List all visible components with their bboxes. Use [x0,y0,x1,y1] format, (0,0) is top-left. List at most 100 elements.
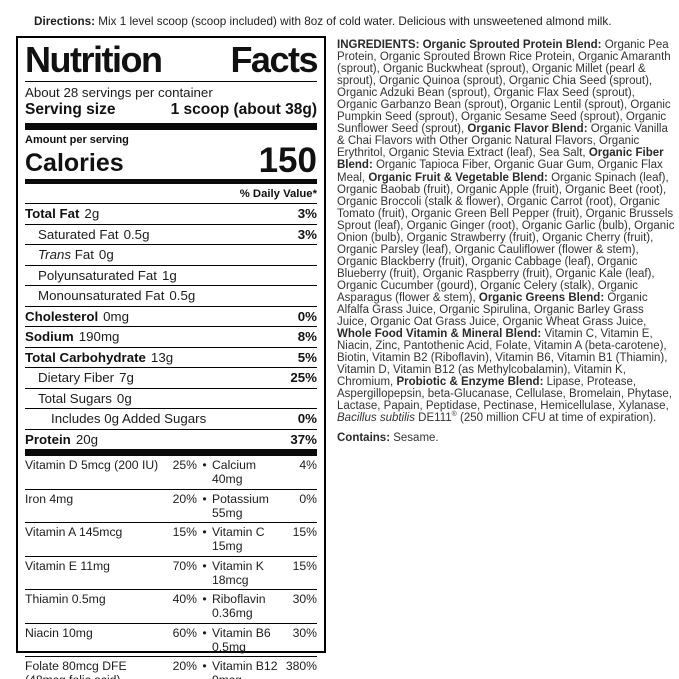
micronutrient-right-dv: 30% [292,625,317,640]
nutrient-rows-section: Total Fat 2g 3% Saturated Fat 0.5g 3% Trans Fa… [25,204,317,449]
ingredient-blend-label: Probiotic & Enzyme Blend: [396,376,547,389]
nutrient-row: Dietary Fiber 7g 25% [25,368,317,389]
micronutrient-left: Niacin 10mg [25,625,93,640]
micronutrient-right: Potassium 55mg [212,491,269,520]
bullet-separator: • [202,659,207,674]
nutrient-amount: 2g [84,206,100,222]
micronutrient-row: Vitamin D 5mcg (200 IU) 25% • Calcium 40mg 4… [25,456,317,490]
nutrient-name: Includes 0g Added Sugars [51,411,207,427]
ingredient-blend-label: Organic Flavor Blend: [467,123,591,136]
thick-divider-bar [25,449,317,457]
nutrient-row: Cholesterol 0mg 0% [25,307,317,328]
nutrient-name: Total Fat [25,206,80,222]
micronutrient-right: Vitamin C 15mg [212,525,265,554]
nutrient-row: Monounsaturated Fat 0.5g [25,286,317,307]
nutrient-name: Cholesterol [25,308,99,324]
ingredient-list-text: Organic Alfalfa Grass Juice, Organic Spi… [337,291,648,329]
contains-text: Sesame. [390,431,439,444]
micronutrient-right: Vitamin B12 9mcg [212,659,278,679]
nutrition-facts-panel: Nutrition Facts About 28 servings per co… [16,36,326,679]
micronutrient-right: Calcium 40mg [212,458,257,487]
bullet-separator: • [202,525,207,540]
contains-label: Contains: [337,431,391,444]
nutrient-amount: 0g [116,390,132,406]
micronutrient-table: Vitamin D 5mcg (200 IU) 25% • Calcium 40mg 4… [25,456,317,679]
ingredients-column: INGREDIENTS: Organic Sprouted Protein Bl… [337,39,675,444]
micronutrient-right-dv: 15% [292,558,317,573]
nutrient-amount: 0mg [103,308,130,324]
micronutrient-left-dv: 60% [172,625,197,640]
ingredient-list-text: Organic Spinach (leaf), Organic Baobab (… [337,171,675,304]
ingredient-list-text: Lipase, Protease, Aspergillopepsin, beta… [337,376,672,413]
nutrient-row: Total Fat 2g 3% [25,204,317,225]
bullet-separator: • [202,625,207,640]
ingredient-species-name: Bacillus subtilis [337,412,415,425]
bullet-separator: • [202,491,207,506]
micronutrient-right: Riboflavin 0.36mg [212,592,266,621]
micronutrient-row: Niacin 10mg 60% • Vitamin B6 0.5mg 30% [25,624,317,658]
directions-label: Directions: [34,15,96,28]
micronutrient-row: Vitamin E 11mg 70% • Vitamin K 18mcg 15% [25,557,317,591]
micronutrient-row: Thiamin 0.5mg 40% • Riboflavin 0.36mg 30% [25,590,317,624]
contains-statement: Contains: Sesame. [337,432,675,444]
micronutrient-left-dv: 70% [172,558,197,573]
bullet-separator: • [202,458,207,473]
servings-per-container: About 28 servings per container [25,85,213,101]
micronutrient-left: Vitamin E 11mg [25,558,110,573]
serving-size-row: Serving size 1 scoop (about 38g) [25,100,317,123]
bullet-separator: • [202,592,207,607]
thick-divider-bar [25,123,317,131]
nutrient-name: Saturated Fat [38,226,119,242]
nutrient-name: Protein [25,431,71,447]
directions-text: Mix 1 level scoop (scoop included) with … [95,15,612,28]
directions-line: Directions: Mix 1 level scoop (scoop inc… [34,15,664,28]
nutrient-daily-value: 0% [297,411,317,427]
micronutrient-left: Vitamin D 5mcg (200 IU) [25,458,159,473]
ingredients-paragraph: INGREDIENTS: Organic Sprouted Protein Bl… [337,39,675,425]
ingredient-list-text: DE111 [414,412,452,425]
ingredient-list-text: Organic Tapioca Fiber, Organic Guar Gum,… [337,159,663,184]
nutrient-amount: 20g [75,431,98,447]
nutrient-row: Total Carbohydrate 13g 5% [25,348,317,369]
nutrient-amount: 190mg [78,329,120,345]
nutrient-row: Sodium 190mg 8% [25,327,317,348]
registered-mark: ® [451,411,457,419]
nutrient-daily-value: 3% [297,206,317,222]
nutrient-name-italic: Trans [38,247,72,263]
calories-row: Calories 150 [25,143,317,179]
nutrient-row: Total Sugars 0g [25,389,317,410]
nutrient-amount: 0g [98,247,114,263]
nutrient-name: Total Sugars [38,390,112,406]
ingredient-blend-label: Whole Food Vitamin & Mineral Blend: [337,328,545,341]
serving-size-label: Serving size [25,101,116,119]
nutrient-name: Total Carbohydrate [25,349,146,365]
micronutrient-left-dv: 20% [172,659,197,674]
amount-per-serving-label: Amount per serving [25,134,129,147]
micronutrient-right-dv: 4% [299,458,317,473]
micronutrient-left: Iron 4mg [25,491,74,506]
ingredient-blend-label: INGREDIENTS: Organic Sprouted Protein Bl… [337,39,605,51]
micronutrient-right-dv: 30% [292,592,317,607]
micronutrient-left-dv: 20% [172,491,197,506]
micronutrient-left-dv: 40% [172,592,197,607]
nutrient-name: Sodium [25,329,74,345]
micronutrient-right: Vitamin B6 0.5mg [212,625,271,654]
ingredient-blend-label: Organic Fiber Blend: [337,147,664,172]
micronutrient-row: Folate 80mcg DFE (48mcg folic acid) 20% • V… [25,657,317,679]
micronutrient-left-dv: 15% [172,525,197,540]
nutrient-row: Trans Fat 0g [25,245,317,266]
nutrient-row: Polyunsaturated Fat 1g [25,266,317,287]
nutrient-amount: 0.5g [123,226,150,242]
micronutrient-right: Vitamin K 18mcg [212,558,264,587]
nutrient-amount: 7g [119,370,134,386]
nutrient-daily-value: 37% [290,431,317,447]
micronutrient-right-dv: 0% [299,491,317,506]
micronutrient-left-dv: 25% [172,458,197,473]
nutrient-name: Polyunsaturated Fat [38,267,158,283]
micronutrient-row: Vitamin A 145mcg 15% • Vitamin C 15mg 15% [25,523,317,557]
ingredient-blend-label: Organic Fruit & Vegetable Blend: [368,171,552,184]
nutrient-name: Trans Fat [38,247,94,263]
micronutrient-left: Thiamin 0.5mg [25,592,106,607]
nutrient-name: Monounsaturated Fat [38,288,165,304]
bullet-separator: • [202,558,207,573]
